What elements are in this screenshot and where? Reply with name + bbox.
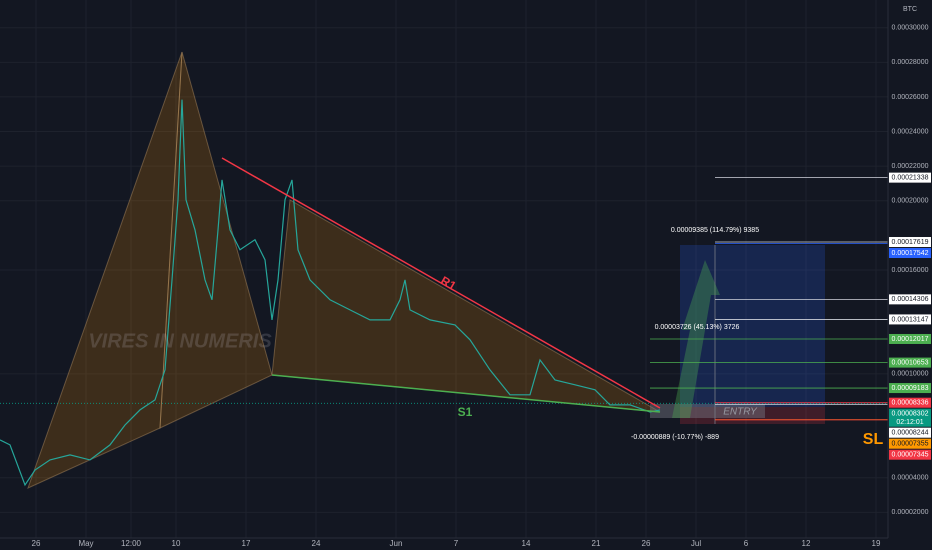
target-label: 0.00009385 (114.79%) 9385	[671, 227, 759, 234]
stop-label: -0.00000889 (-10.77%) -889	[631, 434, 719, 441]
price-label: 0.00021338	[892, 174, 929, 181]
price-box	[889, 237, 931, 248]
price-label: 0.00012017	[892, 336, 929, 343]
price-box	[889, 294, 931, 305]
y-tick-label: 0.00016000	[892, 267, 929, 274]
x-tick-label: 26	[642, 539, 651, 548]
price-box	[889, 449, 931, 460]
x-tick-label: May	[78, 539, 93, 548]
watermark: VIRES IN NUMERIS	[88, 330, 272, 352]
r1-label: R1	[438, 273, 459, 293]
price-label: 0.00009183	[892, 385, 929, 392]
unit-label: BTC	[903, 6, 917, 13]
grid	[0, 0, 888, 538]
price-label: 0.00017619	[892, 239, 929, 246]
price-label: 0.00008336	[892, 400, 929, 407]
y-tick-label: 0.00026000	[892, 94, 929, 101]
price-label: 0.00007355	[892, 441, 929, 448]
y-tick-label: 0.00004000	[892, 475, 929, 482]
y-tick-label: 0.00022000	[892, 163, 929, 170]
y-tick-label: 0.00002000	[892, 509, 929, 516]
price-box	[889, 357, 931, 368]
mid-label: 0.00003726 (45.13%) 3726	[655, 324, 740, 331]
price-box	[889, 397, 931, 408]
x-tick-label: 14	[522, 539, 531, 548]
price-label: 0.00013147	[892, 316, 929, 323]
entry-label: ENTRY	[723, 407, 758, 418]
resistance-line	[221, 157, 661, 409]
price-box	[889, 408, 931, 427]
price-line	[0, 99, 661, 487]
entry-box	[650, 404, 765, 418]
price-box	[889, 383, 931, 394]
price-label: 0.00008302	[892, 411, 929, 418]
price-box	[889, 333, 931, 344]
x-tick-label: 6	[744, 539, 749, 548]
x-tick-label: 24	[312, 539, 321, 548]
y-tick-label: 0.00020000	[892, 198, 929, 205]
x-tick-label: 17	[242, 539, 251, 548]
x-tick-label: 12:00	[121, 539, 142, 548]
y-tick-label: 0.00030000	[892, 25, 929, 32]
target-zone	[680, 245, 825, 407]
y-tick-label: 0.00028000	[892, 59, 929, 66]
x-tick-label: 10	[172, 539, 181, 548]
axis: 0.00030000 0.00028000 0.00026000 0.00024000…	[32, 25, 931, 548]
price-box	[889, 172, 931, 183]
price-box	[889, 427, 931, 438]
x-tick-label: 21	[592, 539, 601, 548]
x-tick-label: 7	[454, 539, 459, 548]
y-tick-label: 0.00024000	[892, 128, 929, 135]
x-tick-label: 26	[32, 539, 41, 548]
sl-label: SL	[863, 431, 884, 448]
price-label: 0.00010653	[892, 359, 929, 366]
x-tick-label: Jun	[390, 539, 403, 548]
price-box	[889, 438, 931, 449]
price-label: 0.00017542	[892, 250, 929, 257]
price-label: 0.00014306	[892, 296, 929, 303]
y-tick-label: 0.00010000	[892, 371, 929, 378]
price-label: 0.00008244	[892, 430, 929, 437]
support-line	[271, 374, 661, 413]
price-box	[889, 314, 931, 325]
x-tick-label: 12	[802, 539, 811, 548]
price-label: 0.00007345	[892, 452, 929, 459]
x-tick-label: Jul	[691, 539, 701, 548]
x-tick-label: 19	[872, 539, 881, 548]
countdown-label: 02:12:01	[896, 419, 923, 426]
s1-label: S1	[458, 405, 473, 419]
price-box	[889, 248, 931, 259]
plot	[0, 99, 888, 487]
pattern-leg	[27, 51, 183, 489]
